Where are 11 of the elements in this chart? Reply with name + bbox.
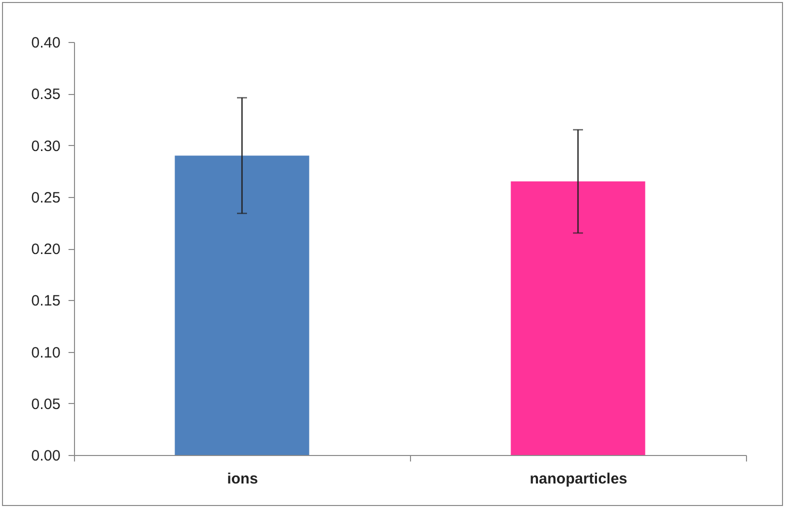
y-tick-label: 0.00: [31, 448, 60, 464]
x-tick-label: ions: [227, 470, 258, 488]
y-tick-label: 0.10: [31, 344, 60, 362]
x-tick-label: nanoparticles: [530, 470, 628, 488]
y-tick-label: 0.25: [31, 189, 60, 206]
y-tick-label: 0.40: [31, 34, 60, 52]
y-tick-label: 0.35: [31, 86, 60, 104]
y-tick-label: 0.15: [31, 292, 60, 310]
y-tick-label: 0.30: [31, 138, 60, 155]
y-tick-label: 0.20: [31, 241, 60, 258]
y-tick-label: 0.05: [31, 396, 60, 413]
